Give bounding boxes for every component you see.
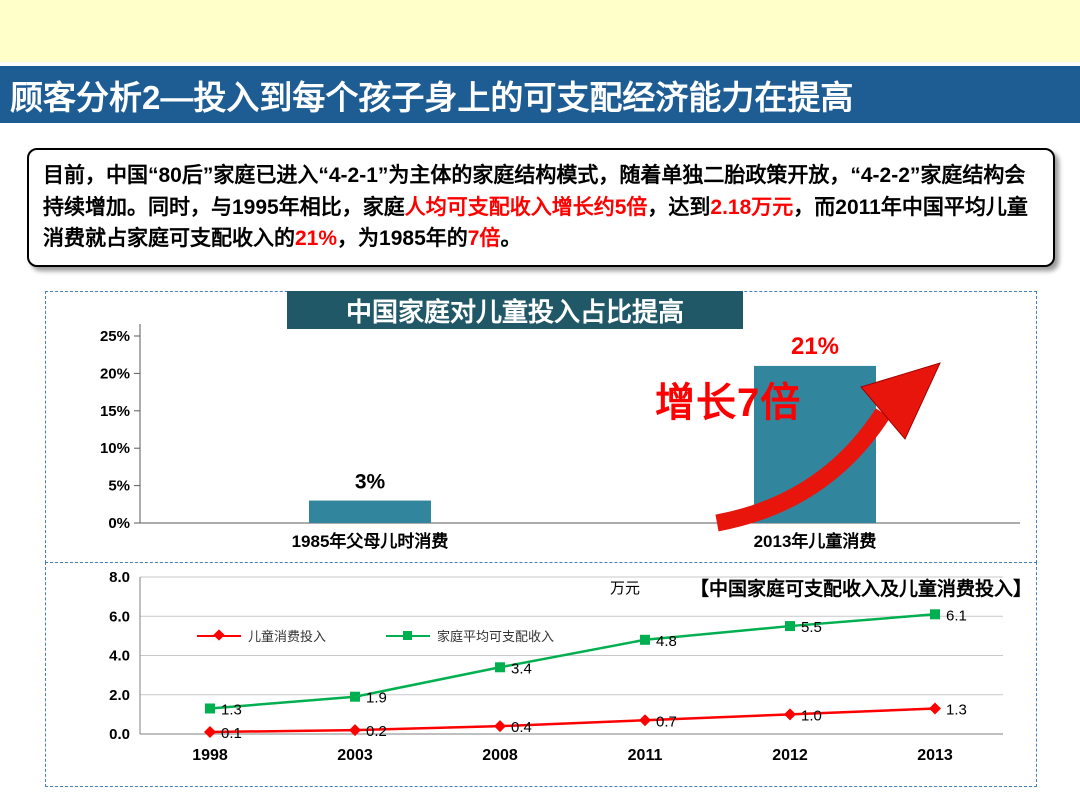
bar-chart: 0% 5% 10% 15% 20% 25% 3% 1985年父母儿时消费 21% 2013年儿童消… [100,324,1020,551]
bar-ytick-label: 25% [100,328,130,345]
square-marker [930,609,940,620]
y-axis-unit-label: 万元 [610,580,641,597]
point-label: 0.4 [511,719,532,736]
growth-arrow-tail [715,408,891,532]
bar-ytick-label: 20% [100,365,130,382]
growth-annotation: 增长7倍 [655,381,802,425]
growth-arrow-head [860,362,941,440]
point-label: 0.1 [221,725,242,742]
point-label: 3.4 [511,660,532,677]
bar-0 [309,500,431,523]
legend-item-children-spending: 儿童消费投入 [197,626,326,645]
diamond-marker-icon [197,628,241,641]
page-title: 顾客分析2—投入到每个孩子身上的可支配经济能力在提高 [10,78,854,116]
point-label: 1.3 [946,701,967,718]
square-marker [495,662,505,673]
point-label: 6.1 [946,607,967,624]
bar-category-label: 1985年父母儿时消费 [292,531,449,551]
bar-category-label: 2013年儿童消费 [754,531,877,551]
intro-text-box: 目前，中国“80后”家庭已进入“4-2-1”为主体的家庭结构模式，随着单独二胎政… [27,148,1055,267]
diamond-marker [784,708,796,721]
intro-segment: 。 [500,227,522,250]
bar-chart-title: 中国家庭对儿童投入占比提高 [287,291,743,329]
diamond-marker [639,714,651,727]
point-label: 1.0 [801,707,822,724]
bar-ytick-label: 0% [108,515,130,532]
legend-item-household-income: 家庭平均可支配收入 [386,626,554,645]
series-line-1 [209,613,936,710]
point-label: 4.8 [656,633,677,650]
intro-segment-highlight: 7倍 [467,227,501,250]
point-label: 5.5 [801,619,822,636]
intro-segment: ，为1985年的 [337,227,468,250]
line-chart-panel [45,562,1037,787]
square-marker-icon [386,630,431,640]
line-xtick-label: 2011 [628,747,663,764]
line-ytick-label: 2.0 [109,687,130,704]
intro-segment-highlight: 2.18万元 [710,195,794,219]
bar-ytick-label: 5% [108,478,130,495]
top-accent-band [0,0,1080,62]
point-label: 1.3 [221,701,242,718]
bar-value-label: 21% [791,333,839,360]
intro-segment-highlight: 人均可支配收入增长约5倍 [404,195,648,219]
intro-segment: ，而2011年中国平均儿童消费就占家庭可支配收入的 [43,195,1028,251]
intro-segment: 目前，中国“80后”家庭已进入“4-2-1”为主体的家庭结构模式，随着单独二胎政… [43,164,1026,219]
line-xtick-label: 2012 [772,747,808,764]
square-marker [785,621,795,632]
chart-legend: 儿童消费投入 家庭平均可支配收入 [197,626,554,645]
legend-label: 儿童消费投入 [248,629,327,644]
line-ytick-label: 4.0 [109,648,130,665]
square-marker [205,703,215,714]
diamond-marker [494,720,506,733]
legend-label: 家庭平均可支配收入 [437,629,555,644]
bar-value-label: 3% [355,471,386,494]
growth-arrow [715,362,941,532]
line-xtick-label: 2003 [337,747,373,764]
line-xtick-label: 2008 [482,747,518,764]
point-label: 0.7 [656,713,677,730]
intro-segment-highlight: 21% [295,227,338,250]
slide-header: 顾客分析2—投入到每个孩子身上的可支配经济能力在提高 [0,66,1080,123]
line-chart-title: 【中国家庭可支配收入及儿童消费投入】 [689,579,1032,600]
point-label: 1.9 [366,690,387,707]
series-line-0 [209,707,936,734]
line-ytick-label: 0.0 [109,726,130,743]
point-label: 0.2 [366,723,387,740]
diamond-marker [349,724,361,737]
line-ytick-label: 6.0 [109,608,130,625]
diamond-marker [929,702,941,715]
square-marker [640,634,650,645]
diamond-marker [204,726,216,739]
line-xtick-label: 2013 [917,747,953,764]
square-marker [350,691,360,702]
line-xtick-label: 1998 [192,747,228,764]
line-chart: 0.0 2.0 4.0 6.0 8.0 1998 2003 2008 2011 2012 2013 0… [109,569,1003,764]
bar-ytick-label: 10% [100,440,130,457]
bar-ytick-label: 15% [100,403,130,420]
intro-segment: ，达到 [647,195,711,219]
line-ytick-label: 8.0 [109,569,130,586]
